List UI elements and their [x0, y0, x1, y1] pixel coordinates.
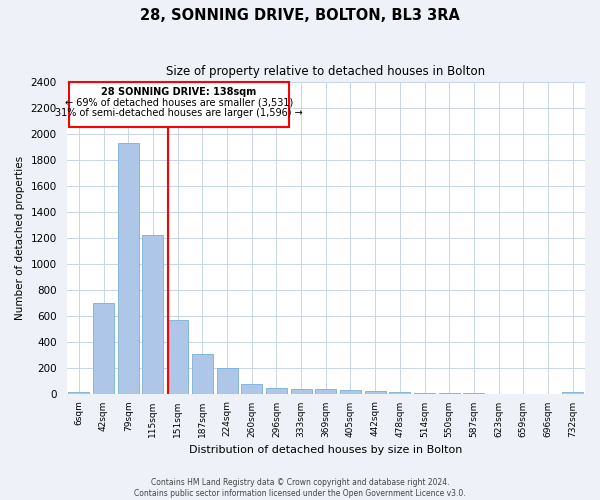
X-axis label: Distribution of detached houses by size in Bolton: Distribution of detached houses by size … — [189, 445, 463, 455]
Bar — [414, 392, 435, 394]
Text: 28 SONNING DRIVE: 138sqm: 28 SONNING DRIVE: 138sqm — [101, 87, 256, 97]
Bar — [562, 392, 583, 394]
Title: Size of property relative to detached houses in Bolton: Size of property relative to detached ho… — [166, 65, 485, 78]
Bar — [340, 390, 361, 394]
Bar — [389, 392, 410, 394]
Bar — [93, 303, 114, 394]
Bar — [315, 390, 336, 394]
Bar — [69, 82, 289, 128]
Text: 28, SONNING DRIVE, BOLTON, BL3 3RA: 28, SONNING DRIVE, BOLTON, BL3 3RA — [140, 8, 460, 22]
Text: 31% of semi-detached houses are larger (1,596) →: 31% of semi-detached houses are larger (… — [55, 108, 303, 118]
Bar — [241, 384, 262, 394]
Bar — [68, 392, 89, 394]
Text: Contains HM Land Registry data © Crown copyright and database right 2024.
Contai: Contains HM Land Registry data © Crown c… — [134, 478, 466, 498]
Bar — [167, 320, 188, 394]
Bar — [290, 390, 311, 394]
Text: ← 69% of detached houses are smaller (3,531): ← 69% of detached houses are smaller (3,… — [65, 98, 293, 108]
Bar — [192, 354, 213, 394]
Y-axis label: Number of detached properties: Number of detached properties — [15, 156, 25, 320]
Bar — [118, 143, 139, 394]
Bar — [365, 392, 386, 394]
Bar — [266, 388, 287, 394]
Bar — [217, 368, 238, 394]
Bar — [142, 236, 163, 394]
